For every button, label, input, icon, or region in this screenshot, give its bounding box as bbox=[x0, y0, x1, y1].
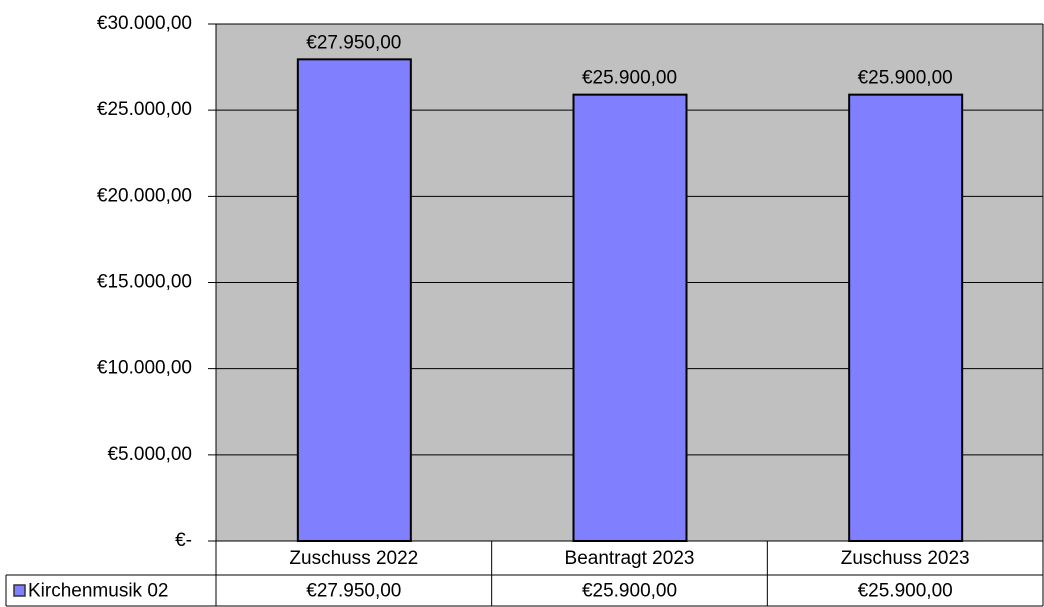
x-tick-label: Zuschuss 2022 bbox=[289, 548, 418, 569]
data-label: €25.900,00 bbox=[582, 68, 677, 89]
bar bbox=[572, 93, 688, 542]
y-tick-label: €30.000,00 bbox=[97, 13, 192, 34]
bar bbox=[848, 93, 964, 542]
y-tick-label: €- bbox=[175, 530, 192, 551]
y-tick-label: €25.000,00 bbox=[97, 99, 192, 120]
data-label: €27.950,00 bbox=[306, 32, 401, 53]
data-label: €25.900,00 bbox=[858, 68, 953, 89]
legend-swatch bbox=[13, 584, 26, 597]
legend-label: Kirchenmusik 02 bbox=[28, 581, 168, 602]
y-tick-label: €20.000,00 bbox=[97, 185, 192, 206]
y-tick-label: €5.000,00 bbox=[107, 444, 192, 465]
x-tick-label: Beantragt 2023 bbox=[565, 548, 695, 569]
y-tick-label: €10.000,00 bbox=[97, 358, 192, 379]
table-cell: €25.900,00 bbox=[582, 581, 677, 602]
y-tick-label: €15.000,00 bbox=[97, 272, 192, 293]
x-tick-label: Zuschuss 2023 bbox=[841, 548, 970, 569]
table-cell: €27.950,00 bbox=[306, 581, 401, 602]
table-cell: €25.900,00 bbox=[858, 581, 953, 602]
bar bbox=[296, 58, 412, 542]
